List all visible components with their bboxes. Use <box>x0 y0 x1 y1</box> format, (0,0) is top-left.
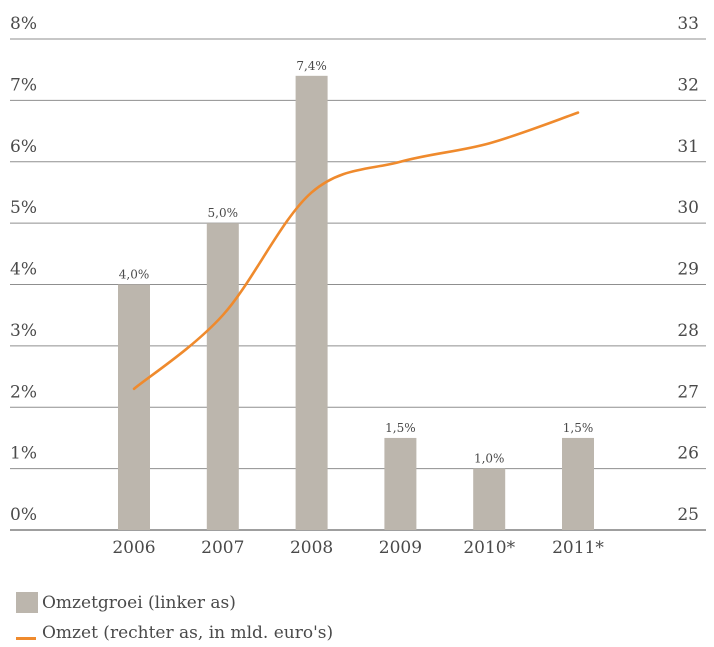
y-left-tick-label: 0% <box>10 505 37 525</box>
x-tick-label: 2009 <box>379 538 422 558</box>
y-left-tick-label: 8% <box>10 14 37 34</box>
x-tick-label: 2011* <box>552 538 604 558</box>
legend-label-line: Omzet (rechter as, in mld. euro's) <box>42 623 334 643</box>
y-right-tick-label: 32 <box>677 75 699 95</box>
bar <box>118 284 150 530</box>
y-right-tick-label: 33 <box>677 14 699 34</box>
x-tick-label: 2006 <box>112 538 155 558</box>
bar <box>562 437 594 530</box>
y-left-tick-label: 2% <box>10 382 37 402</box>
y-left-tick-label: 5% <box>10 198 37 218</box>
y-right-tick-label: 31 <box>677 137 699 157</box>
bar <box>295 75 328 530</box>
y-right-tick-label: 30 <box>677 198 699 218</box>
bar-value-label: 7,4% <box>296 59 327 73</box>
y-left-tick-label: 4% <box>10 260 37 280</box>
legend-label-bars: Omzetgroei (linker as) <box>42 592 236 613</box>
y-right-tick-label: 25 <box>677 505 699 525</box>
bar-value-label: 1,5% <box>385 421 416 435</box>
legend-swatch-line <box>16 636 36 640</box>
legend-item-bars: Omzetgroei (linker as) <box>16 592 236 613</box>
x-tick-label: 2010* <box>463 538 515 558</box>
y-left-tick-label: 1% <box>10 444 37 464</box>
bar-value-label: 1,5% <box>563 421 594 435</box>
bar-value-label: 1,0% <box>474 452 505 466</box>
y-right-tick-label: 29 <box>677 260 699 280</box>
series-line <box>132 111 580 391</box>
y-right-tick-label: 28 <box>677 321 699 341</box>
bar-value-label: 5,0% <box>208 206 239 220</box>
y-left-tick-label: 7% <box>10 75 37 95</box>
x-tick-label: 2007 <box>201 538 244 558</box>
legend-item-line: Omzet (rechter as, in mld. euro's) <box>16 623 333 643</box>
y-left-tick-label: 6% <box>10 137 37 157</box>
bar <box>384 437 417 530</box>
legend-swatch-bars <box>16 592 38 613</box>
x-tick-label: 2008 <box>290 538 333 558</box>
chart: 0% 25 1% 26 2% 27 3% 28 4% 29 5% 30 6% 31 7% 32 8% 33 4,0%… <box>10 14 706 558</box>
bar <box>206 223 239 530</box>
y-right-tick-label: 26 <box>677 444 699 464</box>
bar <box>473 468 506 530</box>
y-left-tick-label: 3% <box>10 321 37 341</box>
bar-value-label: 4,0% <box>119 268 150 282</box>
y-right-tick-label: 27 <box>677 382 699 402</box>
